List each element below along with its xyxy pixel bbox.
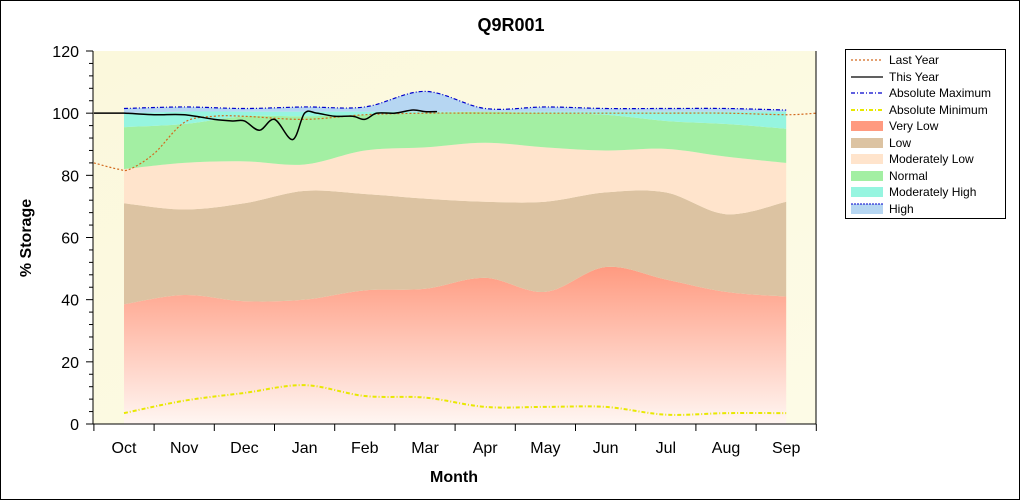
y-tick-label: 80 [61, 168, 79, 185]
band-moderately-high [124, 111, 787, 129]
legend-label: Very Low [889, 119, 939, 133]
series-absolute-minimum [123, 384, 787, 416]
axes-layer: 0 20 40 60 80 100 120 Oct Nov Dec Jan Feb Mar Apr May J… [52, 44, 817, 457]
x-tick-label: Dec [230, 440, 258, 457]
legend-item-very-low: Very Low [846, 118, 1005, 135]
legend-label: Moderately Low [889, 152, 974, 166]
legend-swatch [851, 121, 883, 131]
chart-title: Q9R001 [477, 15, 544, 35]
x-tick-label: Jul [656, 440, 676, 457]
legend-label: Low [889, 135, 912, 150]
legend-label: Absolute Maximum [889, 86, 992, 100]
x-tick-label: Sep [772, 440, 801, 457]
series-last-year [93, 112, 817, 172]
series-this-year [93, 109, 438, 141]
y-tick-label: 20 [61, 355, 79, 372]
legend-label: Last Year [889, 53, 940, 67]
x-tick-label: Feb [351, 440, 379, 457]
y-axis-label: % Storage [18, 199, 35, 277]
legend-label: Absolute Minimum [889, 102, 988, 117]
y-tick-label: 40 [61, 293, 79, 310]
legend-label: Moderately High [889, 185, 977, 199]
band-low [124, 190, 787, 305]
legend-label: High [889, 201, 914, 216]
series-absolute-maximum [123, 90, 787, 111]
bands-layer [124, 91, 787, 424]
legend-swatch [851, 203, 883, 214]
legend-label: Normal [889, 168, 928, 183]
y-tick-label: 100 [52, 106, 79, 123]
lines-layer [93, 90, 817, 416]
x-axis-label: Month [430, 469, 478, 486]
x-tick-label: Jan [292, 440, 318, 457]
x-tick-label: Oct [112, 440, 137, 457]
legend-item-last-year: Last Year [846, 52, 1005, 69]
legend-item-high: High [846, 201, 1005, 218]
x-tick-label: May [530, 440, 560, 457]
y-tick-label: 120 [52, 44, 79, 61]
legend-label: This Year [889, 69, 940, 84]
x-tick-label: Apr [473, 440, 499, 457]
legend-swatch [851, 59, 883, 61]
band-very-low [124, 266, 787, 424]
legend: Last Year This Year Absolute Maximum Absolu… [845, 49, 1006, 219]
legend-swatch [851, 75, 883, 78]
band-moderately-low [124, 142, 787, 215]
legend-swatch [851, 187, 883, 197]
x-tick-label: Mar [411, 440, 439, 457]
x-tick-label: Jun [593, 440, 619, 457]
legend-item-this-year: This Year [846, 69, 1005, 86]
legend-swatch [851, 154, 883, 164]
legend-swatch [851, 170, 883, 181]
x-tick-label: Nov [170, 440, 198, 457]
legend-swatch [851, 137, 883, 148]
legend-item-normal: Normal [846, 168, 1005, 185]
legend-item-absolute-minimum: Absolute Minimum [846, 102, 1005, 119]
band-normal [124, 111, 787, 170]
legend-item-moderately-low: Moderately Low [846, 151, 1005, 168]
legend-swatch [851, 108, 883, 111]
legend-item-low: Low [846, 135, 1005, 152]
legend-item-moderately-high: Moderately High [846, 184, 1005, 201]
y-tick-label: 0 [70, 417, 79, 434]
legend-swatch [851, 92, 883, 94]
x-tick-label: Aug [712, 440, 740, 457]
legend-item-absolute-maximum: Absolute Maximum [846, 85, 1005, 102]
y-tick-label: 60 [61, 231, 79, 248]
